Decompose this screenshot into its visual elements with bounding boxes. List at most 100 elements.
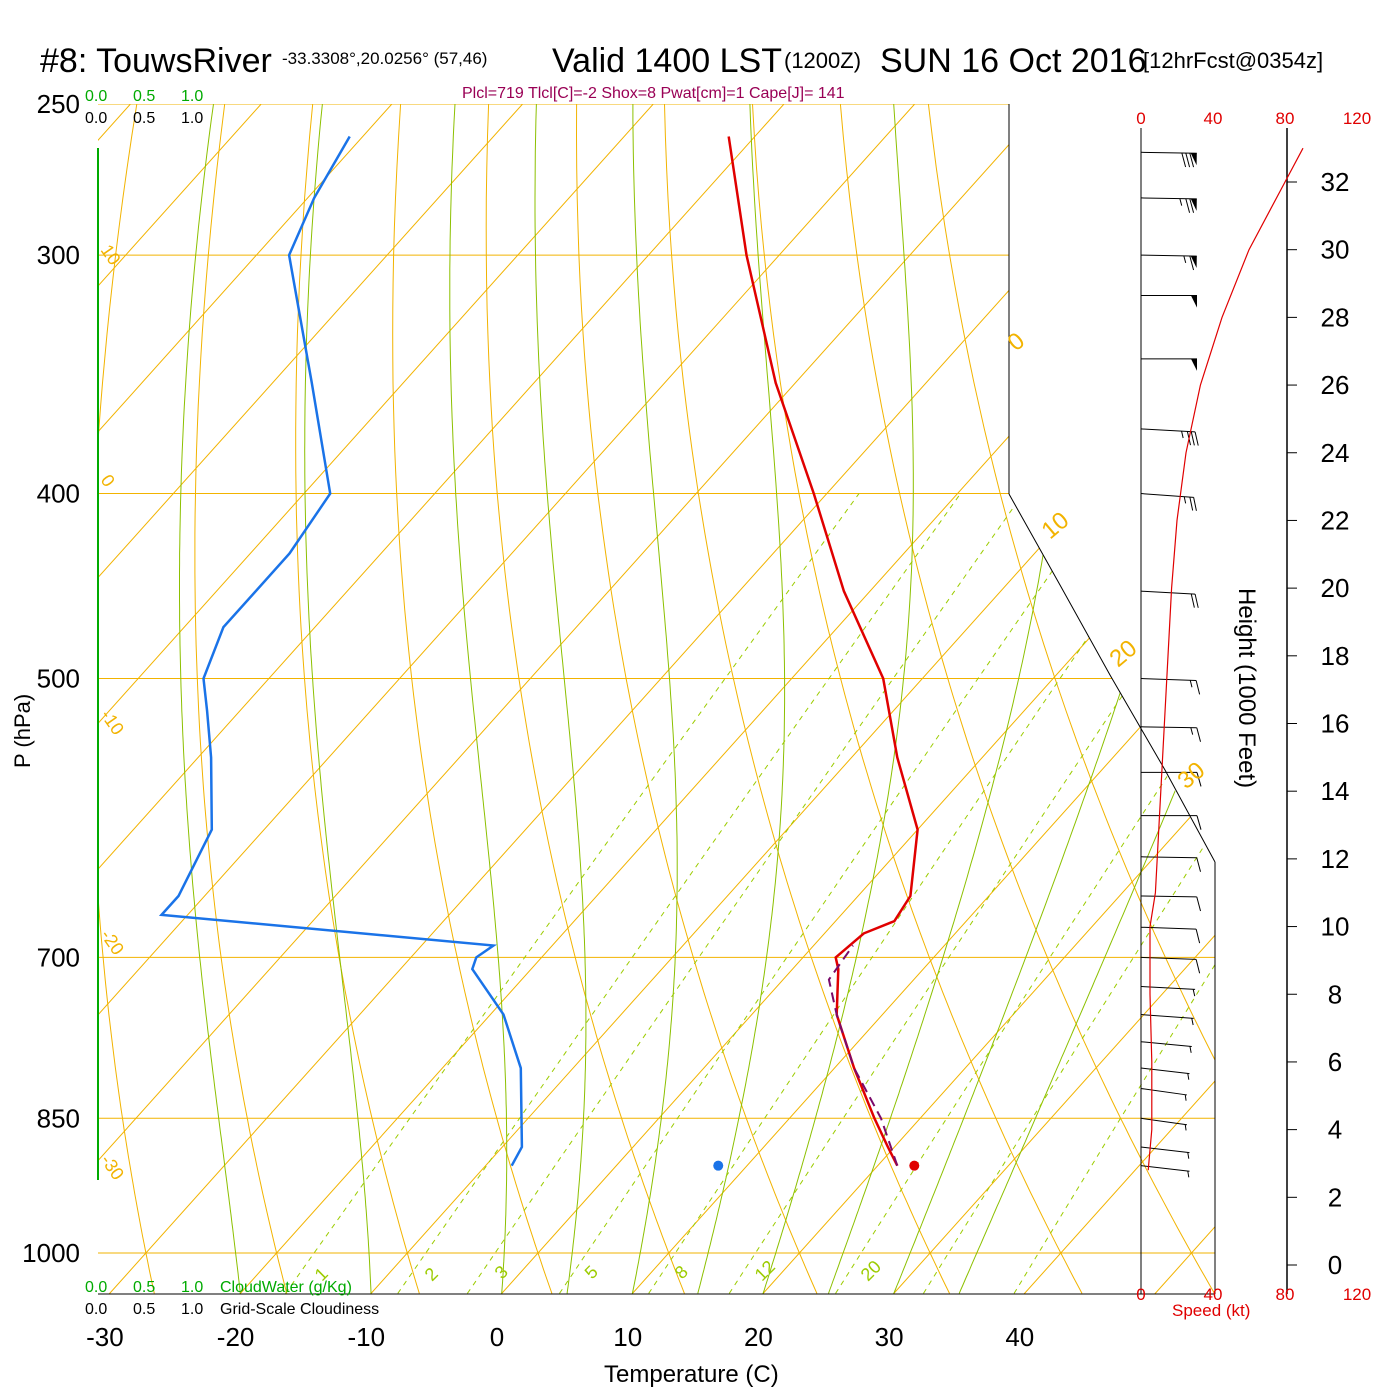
temperature-tick-label: 40 [1005,1322,1034,1352]
wind-barb-flag [1190,256,1197,268]
temperature-tick-label: 20 [744,1322,773,1352]
wind-barb-full [1196,857,1202,872]
wind-barb-staff [1140,1117,1187,1126]
isotherm-label: -30 [97,1151,128,1184]
isotherm-line [98,104,393,1294]
isotherm-label: 20 [1105,635,1143,673]
wind-barb-staff [1140,1067,1190,1075]
isotherm-line [631,104,1215,1294]
temperature-tick-label: -20 [217,1322,255,1352]
height-tick-label: 16 [1321,709,1350,739]
isotherm-line [762,104,1215,1294]
temperature-tick-label: 10 [613,1322,642,1352]
moist-adiabat-line [534,104,587,1294]
wind-barb-staff [1140,926,1197,930]
isotherm-line [108,104,1177,1294]
dry-adiabat-line [837,104,1215,1294]
height-axis-label: Height (1000 Feet) [1233,588,1260,788]
cloudiness-bottom-1: 0.5 [133,1301,155,1318]
wind-barb-full [1193,497,1197,511]
isotherm-line [500,104,1215,1294]
cloudwater-top-1: 0.5 [133,88,155,105]
wind-barb-staff [1140,428,1196,433]
wind-barb [1141,771,1202,787]
wind-barb-full [1189,198,1195,213]
pressure-tick-label: 850 [37,1103,80,1133]
surface-temperature-marker [909,1160,920,1171]
wind-barb-full [1196,896,1202,912]
wind-barb-staff [1140,856,1197,859]
cloudiness-bottom-2: 1.0 [181,1301,203,1318]
wind-barb-half [1189,1046,1192,1053]
dry-adiabat-line [750,104,1083,1294]
mixing-ratio-line [397,493,961,1294]
speed-tick-label: 120 [1343,1285,1371,1304]
temperature-axis-label: Temperature (C) [604,1361,779,1388]
wind-barb-full [1189,497,1194,511]
wind-barb-full [1185,198,1191,213]
wind-barb-half [1179,198,1183,206]
wind-barb [1140,1146,1190,1159]
temperature-tick-label: -30 [86,1322,124,1352]
wind-barb-staff [1140,1088,1187,1096]
mixing-ratio-label: 20 [857,1257,885,1285]
cloudiness-top-0: 0.0 [85,110,107,127]
wind-barb-half [1189,680,1193,688]
sounding-indices: Plcl=719 Tlcl[C]=-2 Shox=8 Pwat[cm]=1 Ca… [462,85,845,102]
height-tick-label: 32 [1321,167,1350,197]
wind-barb-full [1196,815,1202,830]
height-tick-label: 22 [1321,505,1350,535]
wind-barb [1140,856,1202,872]
height-tick-label: 8 [1328,979,1342,1009]
mixing-ratio-label: 5 [581,1262,602,1283]
cloudiness-bottom-0: 0.0 [85,1301,107,1318]
isotherm-line [370,104,1215,1294]
cloudwater-bottom-2: 1.0 [181,1279,203,1296]
wind-speed-line [1147,147,1304,1171]
pressure-axis-label: P (hPa) [10,694,35,768]
wind-barb-staff [1140,678,1197,681]
speed-tick-label: 40 [1204,109,1223,128]
wind-speed-profile [1147,147,1304,1171]
wind-barb-half [1184,1124,1187,1131]
mixing-ratio-line [285,493,860,1294]
forecast-label: [12hrFcst@0354z] [1143,48,1323,73]
isotherm-line [98,104,523,1294]
valid-date: SUN 16 Oct 2016 [880,42,1146,80]
dry-adiabat-line [485,104,685,1294]
sounding-profiles [158,135,919,1167]
dry-adiabat-line [575,104,818,1294]
cloudwater-legend: CloudWater (g/Kg) [220,1279,352,1296]
height-tick-label: 18 [1321,641,1350,671]
wind-barb-full [1195,959,1201,974]
wind-barb [1140,590,1199,608]
station-coords: -33.3308°,20.0256° (57,46) [282,49,487,68]
wind-barb-half [1192,989,1196,997]
wind-barb [1140,726,1202,742]
dry-adiabat-line [1185,104,1215,1294]
mixing-ratio-line [923,493,1215,1294]
isotherm-label: -10 [97,706,128,739]
wind-barb-staff [1140,1014,1194,1019]
cloudiness-top-2: 1.0 [181,110,203,127]
speed-tick-label: 0 [1136,1285,1145,1304]
plot-frame [98,104,1216,1295]
wind-barb [1140,493,1197,511]
wind-barb-staff [1140,726,1197,729]
speed-tick-label: 0 [1136,109,1145,128]
height-tick-label: 24 [1321,438,1350,468]
wind-barb [1141,815,1202,830]
moist-adiabat-line [697,104,786,1294]
isotherm-line [1023,104,1215,1294]
wind-barb [1140,678,1201,695]
wind-barb-full [1196,727,1202,742]
wind-barb [1141,358,1197,371]
wind-barb-full [1195,680,1201,695]
mixing-ratio-line [728,493,1215,1294]
wind-barb [1140,197,1197,213]
pressure-tick-label: 300 [37,240,80,270]
dry-adiabat-line [295,104,420,1294]
pressure-tick-label: 500 [37,664,80,694]
